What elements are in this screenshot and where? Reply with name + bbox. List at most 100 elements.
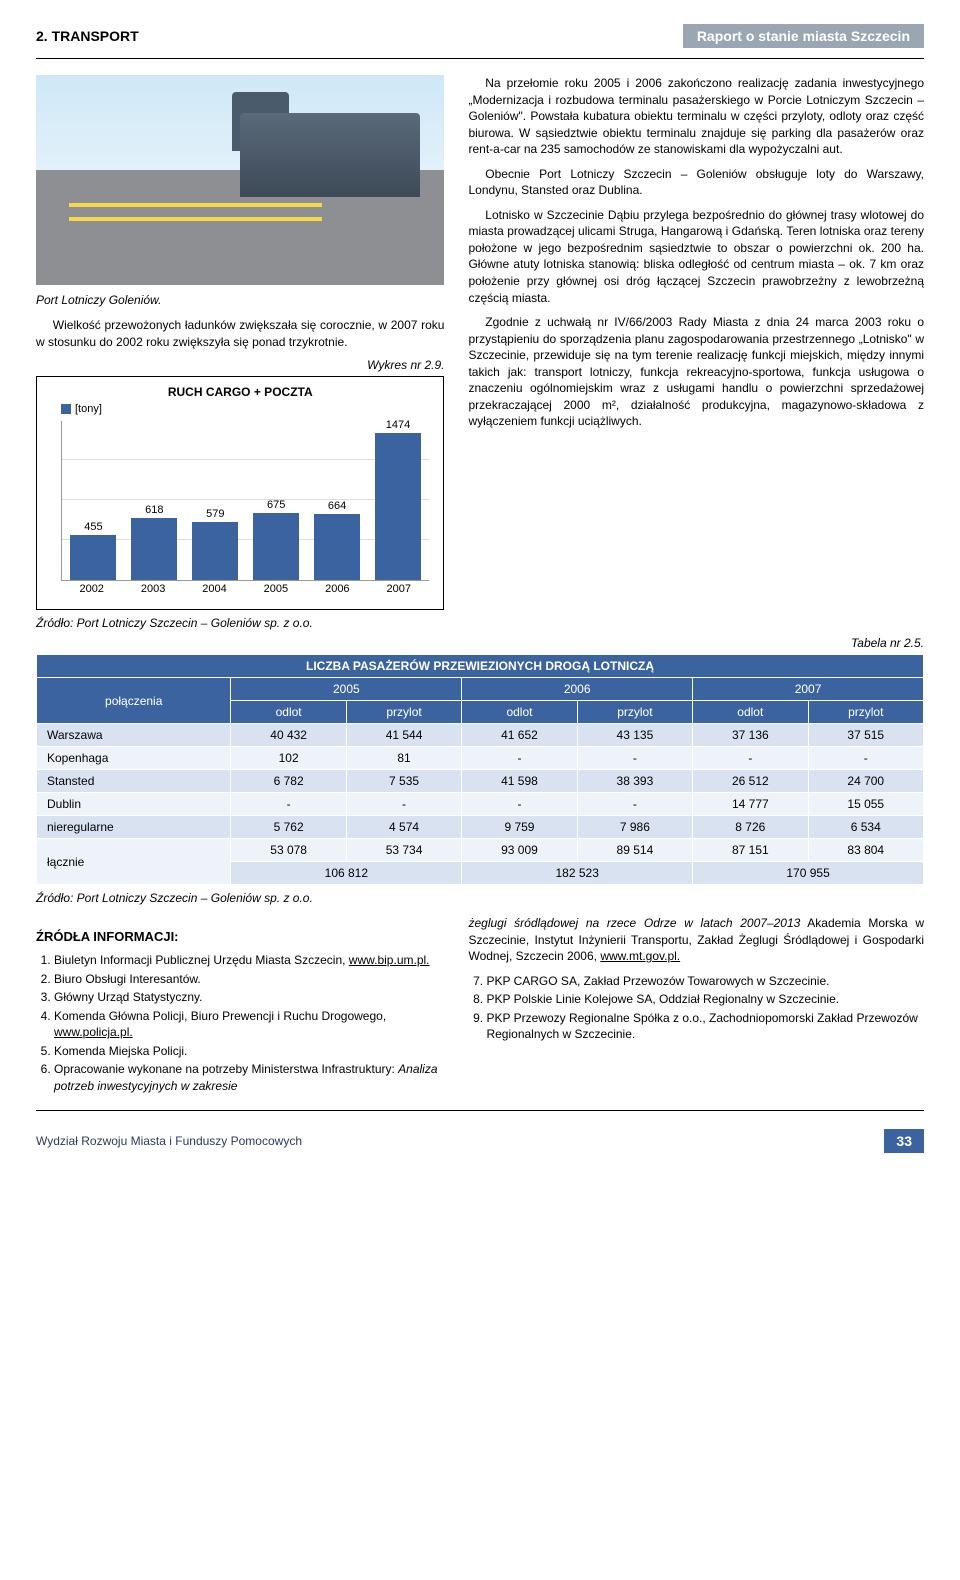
table-cell: 9 759 [462, 816, 577, 839]
row-label: Warszawa [37, 724, 231, 747]
table-cell: - [346, 793, 461, 816]
chart-bar: 675 [253, 499, 299, 581]
table-cell-merged: 182 523 [462, 862, 693, 885]
bar [131, 518, 177, 580]
table-cell: 38 393 [577, 770, 692, 793]
x-tick-label: 2006 [314, 583, 360, 595]
table-row-total: łącznie53 07853 73493 00989 51487 15183 … [37, 839, 924, 862]
table-cell: 41 598 [462, 770, 577, 793]
bar-value-label: 455 [84, 521, 102, 533]
table-cell: 87 151 [693, 839, 808, 862]
table-cell: 15 055 [808, 793, 923, 816]
chart-y-unit: [tony] [61, 403, 435, 415]
source-item: Biuletyn Informacji Publicznej Urzędu Mi… [54, 952, 444, 969]
row-label: Dublin [37, 793, 231, 816]
footer-rule [36, 1110, 924, 1111]
table-row: Dublin----14 77715 055 [37, 793, 924, 816]
chart-bar: 618 [131, 504, 177, 580]
chart-bar: 579 [192, 508, 238, 580]
source-item: Komenda Miejska Policji. [54, 1043, 444, 1060]
table-cell: 8 726 [693, 816, 808, 839]
table-cell: - [231, 793, 346, 816]
photo-caption: Port Lotniczy Goleniów. [36, 293, 444, 307]
link[interactable]: www.policja.pl. [54, 1025, 133, 1039]
row-label: łącznie [37, 839, 231, 885]
table-subhead: przylot [577, 701, 692, 724]
table-year: 2006 [462, 678, 693, 701]
table-cell: 5 762 [231, 816, 346, 839]
row-label: nieregularne [37, 816, 231, 839]
table-subhead: przylot [808, 701, 923, 724]
chart-bar: 455 [70, 521, 116, 581]
chart-bar: 1474 [375, 419, 421, 580]
table-cell-merged: 170 955 [693, 862, 924, 885]
table-subhead: odlot [231, 701, 346, 724]
table-cell: 89 514 [577, 839, 692, 862]
chart-bar: 664 [314, 500, 360, 580]
section-number: 2. TRANSPORT [36, 28, 139, 44]
body-paragraph: Zgodnie z uchwałą nr IV/66/2003 Rady Mia… [468, 314, 924, 430]
table-row: nieregularne5 7624 5749 7597 9868 7266 5… [37, 816, 924, 839]
bar [192, 522, 238, 580]
table-cell: 81 [346, 747, 461, 770]
bar [314, 514, 360, 580]
source-item-continuation: żeglugi śródlądowej na rzece Odrze w lat… [468, 915, 924, 965]
source-item: PKP CARGO SA, Zakład Przewozów Towarowyc… [486, 973, 924, 990]
cargo-chart: RUCH CARGO + POCZTA [tony] 455 618 579 675 6… [36, 376, 444, 610]
table-cell: 53 734 [346, 839, 461, 862]
body-paragraph: Na przełomie roku 2005 i 2006 zakończono… [468, 75, 924, 158]
table-cell: 93 009 [462, 839, 577, 862]
row-label: Kopenhaga [37, 747, 231, 770]
header-rule [36, 58, 924, 59]
cargo-intro-paragraph: Wielkość przewożonych ładunków zwiększał… [36, 317, 444, 350]
table-cell: 83 804 [808, 839, 923, 862]
table-cell: 6 534 [808, 816, 923, 839]
sources-list-right: PKP CARGO SA, Zakład Przewozów Towarowyc… [468, 973, 924, 1043]
source-item: PKP Polskie Linie Kolejowe SA, Oddział R… [486, 991, 924, 1008]
table-title: LICZBA PASAŻERÓW PRZEWIEZIONYCH DROGĄ LO… [37, 655, 924, 678]
table-cell: - [693, 747, 808, 770]
x-tick-label: 2005 [253, 583, 299, 595]
bar-value-label: 579 [206, 508, 224, 520]
table-number: Tabela nr 2.5. [36, 636, 924, 650]
chart-x-labels: 200220032004200520062007 [61, 583, 429, 595]
bar [253, 513, 299, 581]
bar-value-label: 675 [267, 499, 285, 511]
bar-value-label: 664 [328, 500, 346, 512]
body-paragraph: Obecnie Port Lotniczy Szczecin – Golenió… [468, 166, 924, 199]
table-subhead: odlot [693, 701, 808, 724]
table-cell: 24 700 [808, 770, 923, 793]
table-cell: 43 135 [577, 724, 692, 747]
link[interactable]: www.mt.gov.pl. [600, 949, 680, 963]
page-header: 2. TRANSPORT Raport o stanie miasta Szcz… [36, 24, 924, 48]
chart-source: Źródło: Port Lotniczy Szczecin – Golenió… [36, 616, 444, 630]
bar [70, 535, 116, 581]
table-cell: 26 512 [693, 770, 808, 793]
table-cell: 14 777 [693, 793, 808, 816]
bar-value-label: 618 [145, 504, 163, 516]
sources-list-left: Biuletyn Informacji Publicznej Urzędu Mi… [36, 952, 444, 1094]
table-source: Źródło: Port Lotniczy Szczecin – Golenió… [36, 891, 924, 905]
table-cell: 37 136 [693, 724, 808, 747]
x-tick-label: 2004 [192, 583, 238, 595]
chart-title: RUCH CARGO + POCZTA [45, 385, 435, 399]
table-cell: 102 [231, 747, 346, 770]
bar-value-label: 1474 [386, 419, 410, 431]
table-cell: 4 574 [346, 816, 461, 839]
table-row: Warszawa40 43241 54441 65243 13537 13637… [37, 724, 924, 747]
passenger-table: LICZBA PASAŻERÓW PRZEWIEZIONYCH DROGĄ LO… [36, 654, 924, 885]
source-item: Główny Urząd Statystyczny. [54, 989, 444, 1006]
table-cell: 41 544 [346, 724, 461, 747]
source-item: Komenda Główna Policji, Biuro Prewencji … [54, 1008, 444, 1041]
table-row: Kopenhaga10281---- [37, 747, 924, 770]
bar [375, 433, 421, 580]
link[interactable]: www.bip.um.pl. [349, 953, 430, 967]
table-cell: - [462, 747, 577, 770]
chart-number: Wykres nr 2.9. [36, 358, 444, 372]
report-title-badge: Raport o stanie miasta Szczecin [683, 24, 924, 48]
table-year: 2007 [693, 678, 924, 701]
table-cell: 41 652 [462, 724, 577, 747]
table-cell-merged: 106 812 [231, 862, 462, 885]
table-cell: 37 515 [808, 724, 923, 747]
footer-department: Wydział Rozwoju Miasta i Funduszy Pomoco… [36, 1134, 302, 1148]
